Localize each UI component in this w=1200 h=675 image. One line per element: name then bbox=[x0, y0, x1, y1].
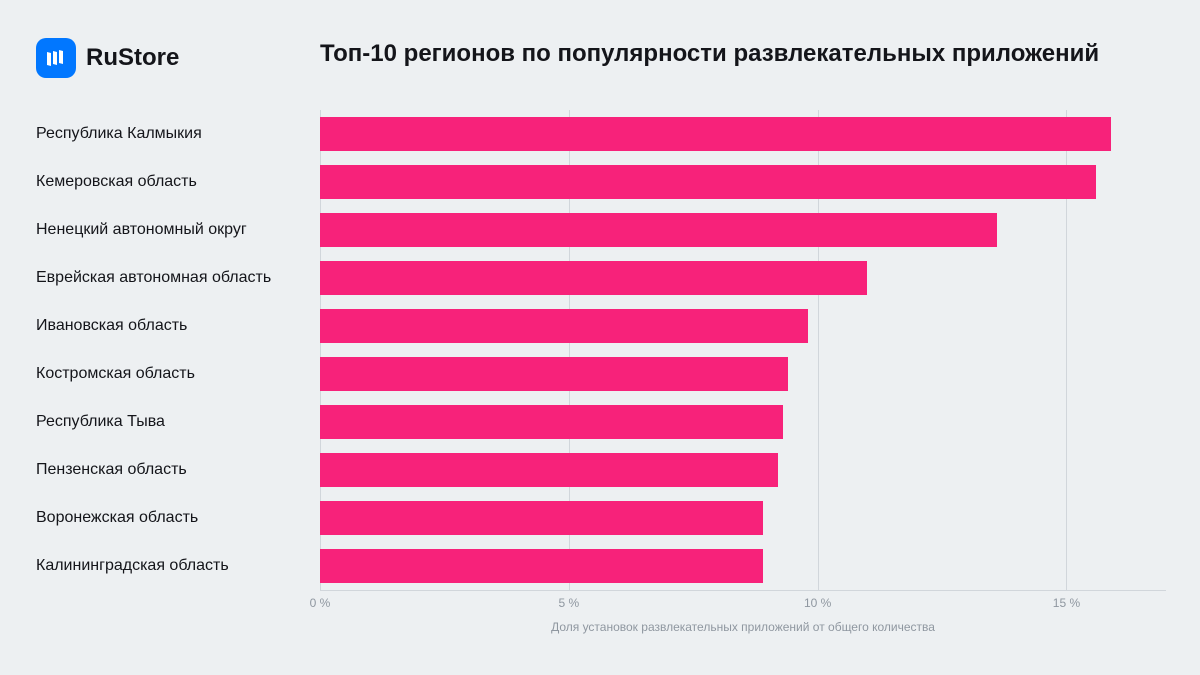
rustore-icon bbox=[36, 38, 76, 78]
chart-row: Костромская область bbox=[36, 350, 1166, 398]
bar-track bbox=[320, 158, 1166, 206]
bar bbox=[320, 549, 763, 583]
chart-row: Республика Тыва bbox=[36, 398, 1166, 446]
chart: Республика Калмыкия Кемеровская область Не… bbox=[36, 110, 1166, 630]
x-tick: 10 % bbox=[804, 596, 831, 610]
row-label: Пензенская область bbox=[36, 461, 320, 479]
bar-track bbox=[320, 206, 1166, 254]
row-label: Республика Калмыкия bbox=[36, 125, 320, 143]
bar bbox=[320, 213, 997, 247]
row-label: Кемеровская область bbox=[36, 173, 320, 191]
chart-row: Воронежская область bbox=[36, 494, 1166, 542]
chart-row: Пензенская область bbox=[36, 446, 1166, 494]
chart-x-label: Доля установок развлекательных приложени… bbox=[320, 620, 1166, 634]
chart-x-axis: 0 %5 %10 %15 % bbox=[320, 590, 1166, 610]
bar-track bbox=[320, 542, 1166, 590]
bar-track bbox=[320, 446, 1166, 494]
bar bbox=[320, 453, 778, 487]
bar-track bbox=[320, 302, 1166, 350]
row-label: Республика Тыва bbox=[36, 413, 320, 431]
bar bbox=[320, 309, 808, 343]
chart-title: Топ-10 регионов по популярности развлека… bbox=[320, 40, 1099, 68]
bar-track bbox=[320, 350, 1166, 398]
bar bbox=[320, 261, 867, 295]
bar-track bbox=[320, 110, 1166, 158]
x-tick: 0 % bbox=[310, 596, 331, 610]
chart-row: Республика Калмыкия bbox=[36, 110, 1166, 158]
x-tick: 5 % bbox=[558, 596, 579, 610]
row-label: Еврейская автономная область bbox=[36, 269, 320, 287]
row-label: Ивановская область bbox=[36, 317, 320, 335]
bar bbox=[320, 501, 763, 535]
row-label: Костромская область bbox=[36, 365, 320, 383]
row-label: Калининградская область bbox=[36, 557, 320, 575]
row-label: Ненецкий автономный округ bbox=[36, 221, 320, 239]
bar bbox=[320, 357, 788, 391]
bar-track bbox=[320, 494, 1166, 542]
x-tick: 15 % bbox=[1053, 596, 1080, 610]
chart-row: Кемеровская область bbox=[36, 158, 1166, 206]
bar bbox=[320, 165, 1096, 199]
chart-row: Калининградская область bbox=[36, 542, 1166, 590]
bar bbox=[320, 117, 1111, 151]
bar-track bbox=[320, 398, 1166, 446]
brand-logo: RuStore bbox=[36, 38, 179, 78]
bar-track bbox=[320, 254, 1166, 302]
chart-rows: Республика Калмыкия Кемеровская область Не… bbox=[36, 110, 1166, 590]
chart-row: Еврейская автономная область bbox=[36, 254, 1166, 302]
bar bbox=[320, 405, 783, 439]
chart-row: Ивановская область bbox=[36, 302, 1166, 350]
brand-name: RuStore bbox=[86, 44, 179, 72]
row-label: Воронежская область bbox=[36, 509, 320, 527]
chart-row: Ненецкий автономный округ bbox=[36, 206, 1166, 254]
